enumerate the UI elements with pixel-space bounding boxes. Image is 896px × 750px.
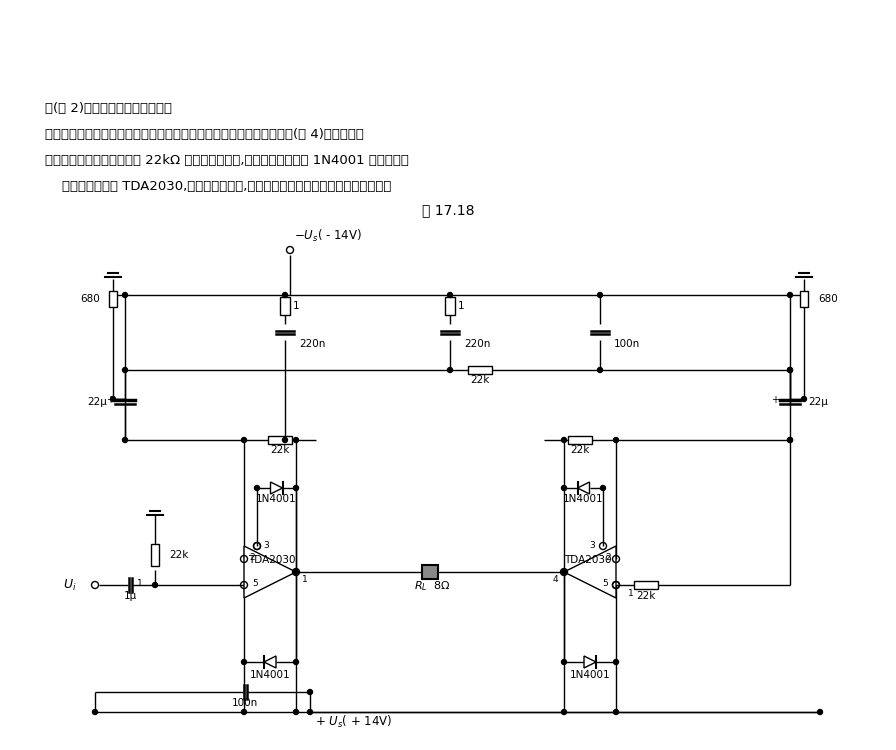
Text: 4: 4 [552,575,558,584]
Circle shape [614,710,618,715]
Circle shape [562,659,566,664]
Circle shape [92,710,98,715]
Circle shape [562,710,566,715]
Circle shape [562,437,566,442]
Text: 5: 5 [252,580,258,589]
Text: 1N4001: 1N4001 [256,494,297,504]
Circle shape [598,368,602,373]
Text: 680: 680 [818,294,838,304]
Polygon shape [264,656,276,668]
Text: 声器电感负载产生过电压损坏器件。电路的放大系数可通过改变输出端(脚 4)至反相输入: 声器电感负载产生过电压损坏器件。电路的放大系数可通过改变输出端(脚 4)至反相输… [45,128,364,141]
Text: 100n: 100n [614,339,641,349]
Bar [445,297,455,315]
Circle shape [242,710,246,715]
Text: 100n: 100n [232,698,258,708]
Circle shape [123,437,127,442]
Circle shape [614,659,618,664]
Text: 220n: 220n [464,339,490,349]
Circle shape [600,485,606,490]
Bar [268,436,292,444]
Bar [634,581,658,589]
Text: 22k: 22k [636,591,656,601]
Bar [568,436,592,444]
Text: + $U_s$( + 14V): + $U_s$( + 14V) [315,714,392,730]
Circle shape [242,437,246,442]
Text: 22μ: 22μ [808,397,828,407]
Text: 2: 2 [606,554,611,562]
Text: 端(脚 2)间负反馈电压比来调整。: 端(脚 2)间负反馈电压比来调整。 [45,102,172,115]
Text: 1: 1 [458,301,465,311]
Circle shape [788,368,792,373]
Circle shape [242,659,246,664]
Circle shape [123,368,127,373]
Text: 220n: 220n [299,339,325,349]
Polygon shape [564,546,616,598]
Bar [422,565,438,579]
Text: +: + [106,395,114,405]
Text: 1: 1 [137,578,142,587]
Circle shape [788,292,792,298]
Text: 图 17.18: 图 17.18 [422,203,474,217]
Text: TDA2030: TDA2030 [248,555,296,565]
Text: 3: 3 [263,541,269,550]
Circle shape [817,710,823,715]
Text: 成电路由左边集成电路通过 22kΩ 负反馈电阻控制,反之亦然。二极管 1N4001 用于防止扬: 成电路由左边集成电路通过 22kΩ 负反馈电阻控制,反之亦然。二极管 1N400… [45,154,409,167]
Circle shape [788,437,792,442]
Text: 22k: 22k [470,375,490,385]
Text: $-U_s$( - 14V): $-U_s$( - 14V) [294,228,362,244]
Text: 1: 1 [302,575,307,584]
Text: 1N4001: 1N4001 [570,670,610,680]
Circle shape [447,368,452,373]
Text: 22k: 22k [169,550,188,560]
Polygon shape [578,482,590,494]
Circle shape [294,437,298,442]
Text: $U_i$: $U_i$ [64,578,77,592]
Circle shape [282,437,288,442]
Text: +: + [771,395,779,405]
Circle shape [123,292,127,298]
Text: 1N4001: 1N4001 [250,670,290,680]
Circle shape [294,710,298,715]
Text: 该电路采用两片 TDA2030,连接成桥式电路,两边电路结构和参数完全相同。右边的集: 该电路采用两片 TDA2030,连接成桥式电路,两边电路结构和参数完全相同。右边… [45,180,392,193]
Text: 1: 1 [293,301,299,311]
Circle shape [598,292,602,298]
Text: 1μ: 1μ [124,591,136,601]
Text: 1N4001: 1N4001 [564,494,604,504]
Circle shape [788,368,792,373]
Circle shape [294,485,298,490]
Text: 5: 5 [602,580,608,589]
Circle shape [282,292,288,298]
Circle shape [788,437,792,442]
Text: 3: 3 [590,541,595,550]
Circle shape [307,689,313,694]
Polygon shape [271,482,282,494]
Circle shape [152,583,158,587]
Circle shape [294,569,298,574]
Circle shape [562,485,566,490]
Bar [109,291,117,307]
Circle shape [562,569,566,574]
Text: 22k: 22k [271,445,289,455]
Circle shape [254,485,260,490]
Text: TDA2030: TDA2030 [564,555,612,565]
Bar [151,544,159,566]
Polygon shape [244,546,296,598]
Text: $R_L$  8Ω: $R_L$ 8Ω [414,579,451,593]
Circle shape [294,659,298,664]
Bar [468,366,492,374]
Circle shape [614,437,618,442]
Bar [800,291,808,307]
Circle shape [802,397,806,401]
Bar [280,297,290,315]
Text: 2: 2 [249,554,254,562]
Circle shape [110,397,116,401]
Text: 680: 680 [81,294,100,304]
Polygon shape [584,656,596,668]
Circle shape [447,292,452,298]
Text: 22μ: 22μ [87,397,107,407]
Text: 1: 1 [628,589,633,598]
Circle shape [307,710,313,715]
Text: 22k: 22k [571,445,590,455]
